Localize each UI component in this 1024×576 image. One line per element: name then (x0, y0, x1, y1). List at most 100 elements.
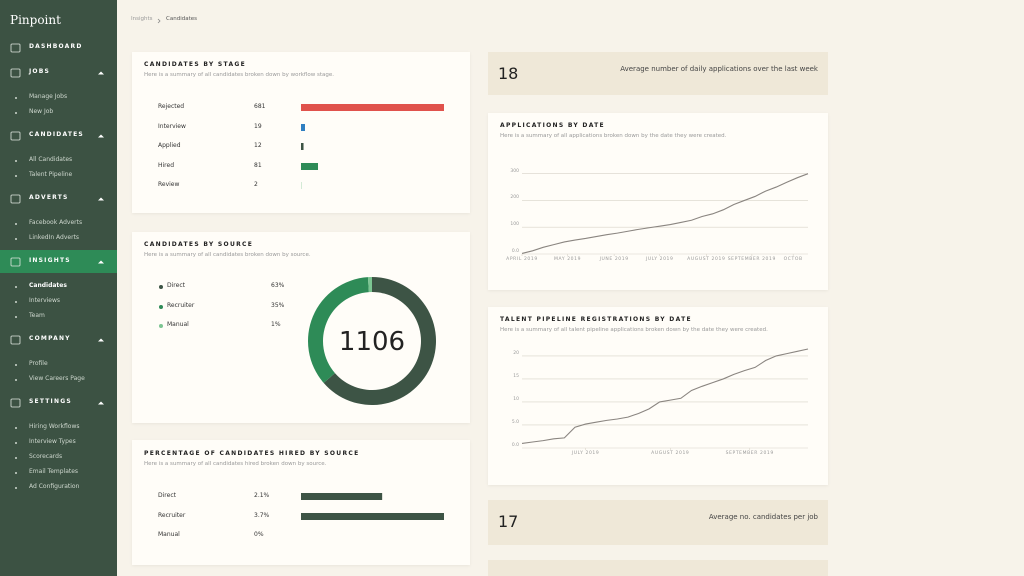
nav-caret (98, 260, 104, 264)
card-subtitle: Here is a summary of all candidates brok… (144, 252, 311, 258)
row-value: 2.1% (254, 492, 270, 499)
applications-card (488, 113, 828, 290)
nav-section: ADVERTS (29, 194, 69, 201)
nav-section: JOBS (29, 68, 51, 75)
row-label: Applied (158, 142, 181, 149)
nav-icon (10, 398, 21, 408)
nav-item: Scorecards (29, 453, 63, 460)
row-value: 681 (254, 103, 266, 110)
breadcrumb-chevron (157, 18, 161, 24)
row-value: 81 (254, 162, 262, 169)
nav-item: LinkedIn Adverts (29, 234, 80, 241)
donut-segment (307, 277, 369, 383)
x-tick-label: APRIL 2019 (506, 257, 538, 262)
nav-section: COMPANY (29, 335, 71, 342)
card-subtitle: Here is a summary of all applications br… (500, 133, 727, 139)
x-tick-label: SEPTEMBER 2019 (725, 451, 774, 456)
y-tick-label: 20 (513, 350, 519, 356)
y-tick-label: 200 (510, 195, 519, 201)
card-title: APPLICATIONS BY DATE (500, 122, 605, 129)
nav-bullet (15, 97, 17, 99)
nav-bullet (15, 442, 17, 444)
nav-bullet (15, 316, 17, 318)
nav-bullet (15, 160, 17, 162)
talent-card (488, 307, 828, 485)
card-subtitle: Here is a summary of all talent pipeline… (500, 327, 768, 333)
nav-bullet (15, 379, 17, 381)
row-value: 12 (254, 142, 262, 149)
row-label: Hired (158, 162, 175, 169)
nav-item: View Careers Page (29, 375, 85, 382)
row-label: Review (158, 181, 180, 188)
legend-label: Manual (167, 321, 189, 328)
nav-icon (10, 194, 21, 204)
row-label: Rejected (158, 103, 185, 110)
nav-bullet (15, 238, 17, 240)
row-value: 19 (254, 123, 262, 130)
donut-total: 1106 (339, 327, 405, 357)
nav-caret (98, 134, 104, 138)
nav-bullet (15, 286, 17, 288)
card-subtitle: Here is a summary of all candidates brok… (144, 72, 334, 78)
bar (301, 124, 305, 131)
nav-bullet (15, 487, 17, 489)
stat-label: Average no. candidates per job (708, 513, 818, 521)
stat-card (488, 560, 828, 576)
nav-item: Hiring Workflows (29, 423, 80, 430)
legend-dot (159, 324, 163, 328)
row-label: Recruiter (158, 512, 186, 519)
x-tick-label: AUGUST 2019 (687, 257, 726, 262)
nav-bullet (15, 301, 17, 303)
card-title: TALENT PIPELINE REGISTRATIONS BY DATE (500, 316, 692, 323)
nav-item: Facebook Adverts (29, 219, 83, 226)
nav-section: INSIGHTS (29, 257, 71, 264)
card-title: PERCENTAGE OF CANDIDATES HIRED BY SOURCE (144, 450, 360, 457)
nav-bullet (15, 427, 17, 429)
nav-section: CANDIDATES (29, 131, 84, 138)
breadcrumb-item: Insights (131, 16, 153, 22)
nav-icon (10, 43, 21, 53)
bar (301, 104, 444, 111)
x-tick-label: AUGUST 2019 (651, 451, 690, 456)
nav-caret (98, 338, 104, 342)
y-tick-label: 100 (510, 222, 519, 228)
row-value: 3.7% (254, 512, 270, 519)
legend-value: 35% (271, 302, 285, 309)
nav-bullet (15, 223, 17, 225)
y-tick-label: 0.0 (511, 443, 519, 448)
nav-bullet (15, 112, 17, 114)
y-tick-label: 300 (510, 168, 519, 174)
nav-caret (98, 197, 104, 201)
active-section-band (0, 250, 117, 273)
bar (301, 163, 319, 170)
bar (301, 493, 383, 500)
stat-label: Average number of daily applications ove… (620, 65, 818, 73)
legend-label: Recruiter (167, 302, 195, 309)
row-label: Manual (158, 531, 180, 538)
nav-item: Manage Jobs (29, 93, 68, 100)
donut-segment (367, 277, 372, 293)
nav-item: Candidates (29, 282, 67, 289)
nav-bullet (15, 364, 17, 366)
nav-item: Team (29, 312, 45, 319)
nav-item: Talent Pipeline (29, 171, 73, 178)
nav-item: Profile (29, 360, 48, 367)
nav-item: Email Templates (29, 468, 79, 475)
row-label: Interview (158, 123, 186, 130)
nav-section: SETTINGS (29, 398, 72, 405)
nav-item: All Candidates (29, 156, 73, 163)
card-title: CANDIDATES BY SOURCE (144, 241, 254, 248)
sidebar (0, 0, 117, 576)
nav-item: New Job (29, 108, 54, 115)
bar (301, 143, 304, 150)
nav-icon (10, 257, 21, 267)
x-tick-label: MAY 2019 (554, 257, 582, 262)
card-subtitle: Here is a summary of all candidates hire… (144, 461, 327, 467)
nav-icon (10, 68, 21, 78)
line-series (521, 348, 809, 444)
hired-card (132, 440, 470, 565)
stat-value: 17 (498, 512, 519, 531)
stat-value: 18 (498, 64, 519, 83)
